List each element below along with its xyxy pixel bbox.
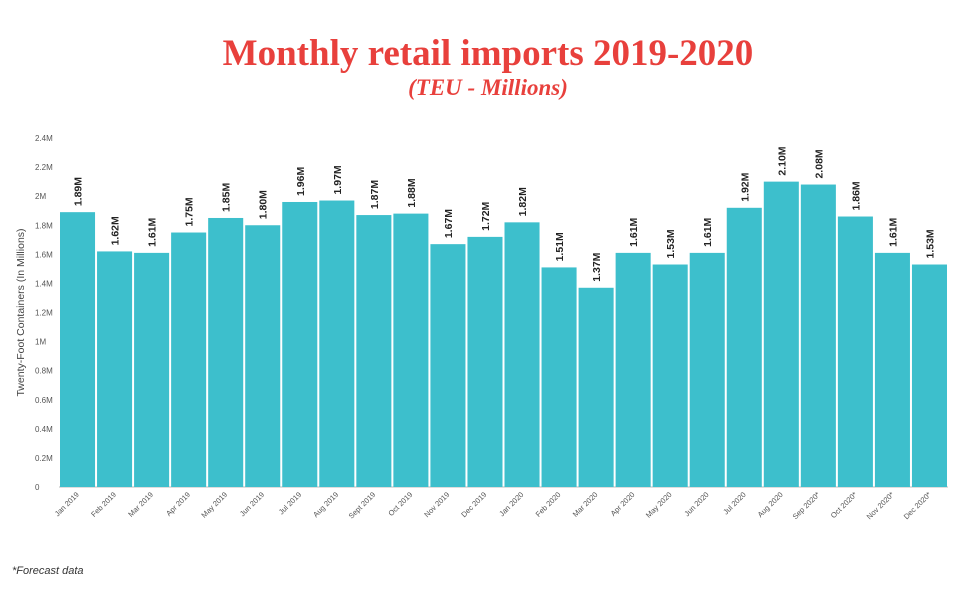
data-label: 1.97M — [332, 165, 344, 194]
data-label: 1.61M — [628, 217, 640, 246]
data-label: 1.89M — [73, 177, 85, 206]
x-tick-label: Feb 2019 — [89, 490, 118, 519]
x-tick-label: Jan 2020 — [497, 490, 525, 518]
y-tick-label: 0.8M — [35, 367, 53, 376]
y-tick-label: 1.6M — [35, 250, 53, 259]
bar — [430, 244, 466, 487]
x-tick-label: Dec 2020* — [902, 490, 933, 521]
x-tick-label: Jun 2019 — [238, 490, 266, 518]
bar — [60, 212, 96, 487]
data-label: 1.62M — [110, 216, 122, 245]
data-label: 1.72M — [480, 201, 492, 230]
y-tick-label: 2.2M — [35, 163, 53, 172]
footnote: *Forecast data — [12, 565, 84, 577]
bar — [689, 252, 725, 487]
x-tick-label: Oct 2019 — [386, 490, 414, 518]
bar — [615, 252, 651, 487]
data-label: 1.61M — [887, 217, 899, 246]
data-label: 1.53M — [924, 229, 936, 258]
bar — [726, 207, 762, 488]
data-label: 2.10M — [776, 146, 788, 175]
x-tick-label: Sep 2020* — [791, 490, 822, 521]
bar — [874, 252, 910, 487]
x-tick-label: Aug 2020 — [756, 490, 785, 519]
data-label: 1.86M — [850, 181, 862, 210]
x-tick-label: Jun 2020 — [682, 490, 710, 518]
x-tick-label: Nov 2019 — [422, 490, 451, 519]
data-label: 1.80M — [258, 190, 270, 219]
bar — [911, 264, 947, 487]
y-tick-label: 0 — [35, 483, 40, 492]
y-tick-label: 0.2M — [35, 454, 53, 463]
x-tick-label: Jan 2019 — [53, 490, 81, 518]
y-tick-label: 2M — [35, 192, 46, 201]
bar — [837, 216, 873, 487]
chart-subtitle: (TEU - Millions) — [408, 75, 568, 100]
data-label: 1.87M — [369, 180, 381, 209]
bar — [356, 215, 392, 487]
data-label: 1.53M — [665, 229, 677, 258]
x-tick-label: Mar 2019 — [126, 490, 155, 519]
y-tick-label: 1M — [35, 338, 46, 347]
y-tick-label: 1.8M — [35, 221, 53, 230]
data-label: 2.08M — [813, 149, 825, 178]
x-tick-label: Dec 2019 — [459, 490, 488, 519]
bar — [282, 201, 318, 487]
data-label: 1.67M — [443, 209, 455, 238]
x-tick-label: May 2019 — [199, 490, 229, 520]
x-tick-label: Feb 2020 — [534, 490, 563, 519]
data-label: 1.85M — [221, 183, 233, 212]
x-tick-label: Aug 2019 — [311, 490, 340, 519]
x-tick-label: Sept 2019 — [347, 490, 378, 521]
x-tick-label: May 2020 — [644, 490, 674, 520]
bar — [467, 236, 503, 487]
data-label: 1.82M — [517, 187, 529, 216]
bar — [652, 264, 688, 487]
x-tick-label: Jul 2019 — [277, 490, 303, 516]
data-label: 1.37M — [591, 252, 603, 281]
bar — [393, 213, 429, 487]
x-tick-label: Apr 2019 — [164, 490, 192, 518]
y-tick-label: 1.2M — [35, 309, 53, 318]
bar — [763, 181, 799, 487]
bar — [504, 222, 540, 487]
bar — [541, 267, 577, 487]
data-label: 1.61M — [147, 217, 159, 246]
x-tick-label: Mar 2020 — [571, 490, 600, 519]
bar — [208, 217, 244, 487]
x-tick-label: Jul 2020 — [721, 490, 747, 516]
chart-title: Monthly retail imports 2019-2020 — [222, 33, 754, 74]
x-tick-label: Apr 2020 — [609, 490, 637, 518]
bar — [800, 184, 836, 488]
bar — [134, 252, 170, 487]
bar — [319, 200, 355, 487]
data-label: 1.61M — [702, 217, 714, 246]
data-label: 1.51M — [554, 232, 566, 261]
x-tick-label: Oct 2020* — [829, 490, 859, 520]
data-label: 1.96M — [295, 167, 307, 196]
bar — [578, 287, 614, 487]
y-tick-label: 0.4M — [35, 425, 53, 434]
y-tick-label: 2.4M — [35, 134, 53, 143]
y-tick-label: 0.6M — [35, 396, 53, 405]
data-label: 1.75M — [184, 197, 196, 226]
bar — [171, 232, 207, 487]
bar — [97, 251, 133, 487]
bar — [245, 225, 281, 487]
y-tick-label: 1.4M — [35, 279, 53, 288]
data-label: 1.88M — [406, 178, 418, 207]
x-tick-label: Nov 2020* — [865, 490, 896, 521]
data-label: 1.92M — [739, 172, 751, 201]
y-axis-title: Twenty-Foot Containers (In Millions) — [15, 228, 27, 396]
